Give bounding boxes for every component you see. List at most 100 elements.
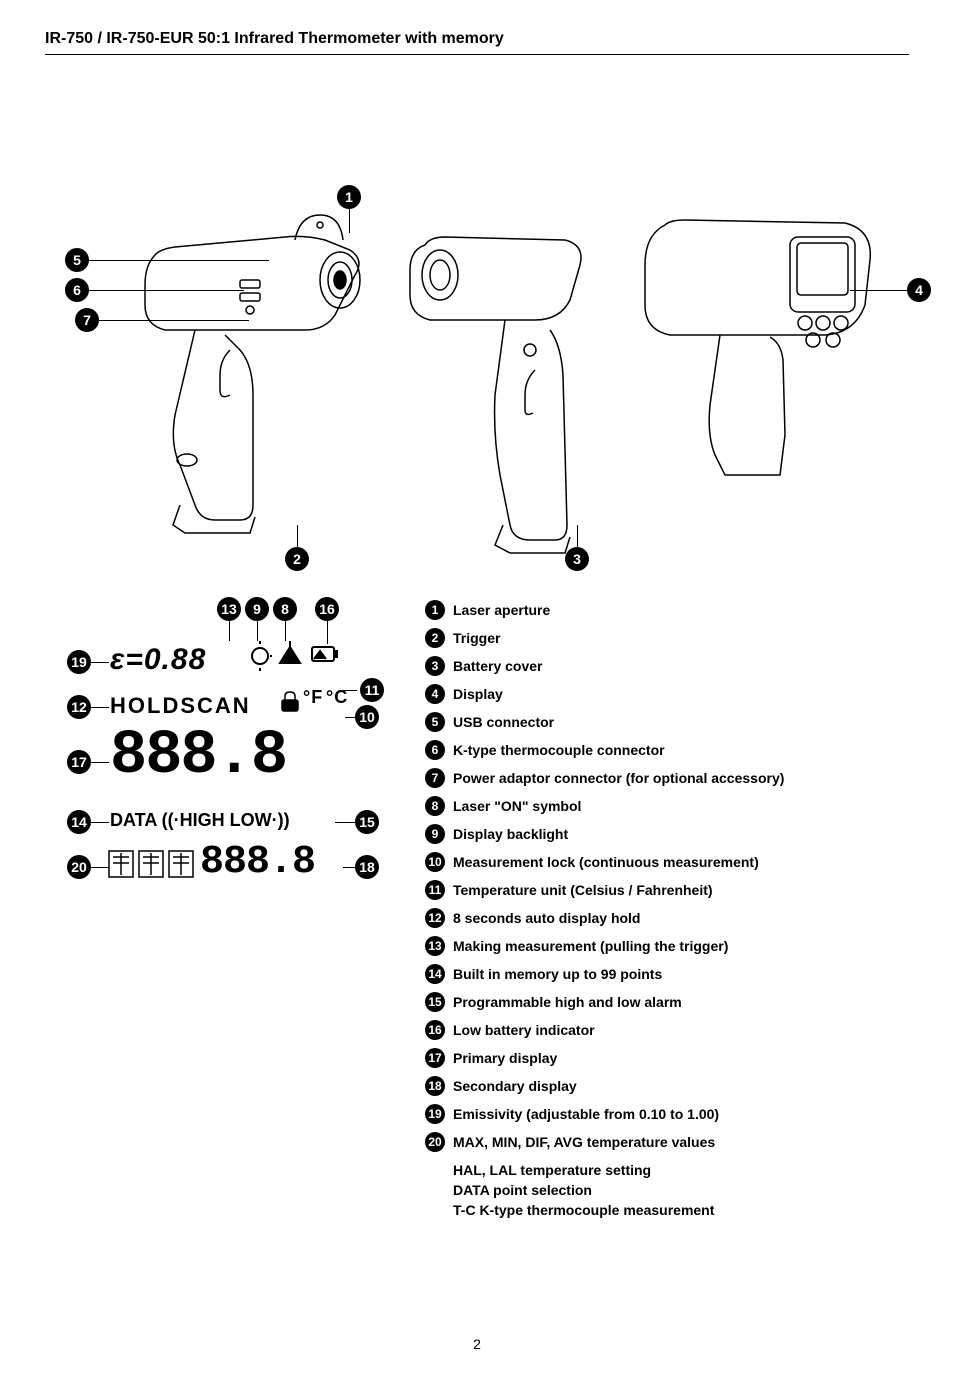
legend-badge: 19 <box>425 1104 445 1124</box>
lcd-callout-13: 13 <box>217 597 241 621</box>
device-side-view <box>125 165 375 565</box>
legend-badge: 12 <box>425 908 445 928</box>
legend-text: USB connector <box>453 712 554 732</box>
lock-icon <box>280 690 300 712</box>
device-rear-angle-view <box>395 195 595 555</box>
callout-line <box>99 320 249 321</box>
callout-line <box>297 525 298 549</box>
legend-text: Low battery indicator <box>453 1020 595 1040</box>
legend-text: Trigger <box>453 628 500 648</box>
legend-item: 13 Making measurement (pulling the trigge… <box>425 936 909 956</box>
callout-3: 3 <box>565 547 589 571</box>
legend-badge: 10 <box>425 852 445 872</box>
lcd-callout-9: 9 <box>245 597 269 621</box>
legend-text: Built in memory up to 99 points <box>453 964 662 984</box>
legend-text: Emissivity (adjustable from 0.10 to 1.00… <box>453 1104 719 1124</box>
legend-badge: 17 <box>425 1048 445 1068</box>
legend-text: Display <box>453 684 503 704</box>
legend-badge: 18 <box>425 1076 445 1096</box>
lcd-callout-14: 14 <box>67 810 91 834</box>
callout-line <box>91 662 109 663</box>
lcd-icons-row <box>250 641 345 681</box>
lcd-callout-16: 16 <box>315 597 339 621</box>
device-back-view <box>625 185 885 485</box>
legend-item: 16 Low battery indicator <box>425 1020 909 1040</box>
lcd-holdscan: HOLDSCAN <box>110 693 251 719</box>
legend-badge: 3 <box>425 656 445 676</box>
legend-item: 18 Secondary display <box>425 1076 909 1096</box>
legend-item: 14 Built in memory up to 99 points <box>425 964 909 984</box>
legend-text: Power adaptor connector (for optional ac… <box>453 768 784 788</box>
legend-badge: 7 <box>425 768 445 788</box>
legend-text: Display backlight <box>453 824 568 844</box>
lcd-callout-19: 19 <box>67 650 91 674</box>
legend-badge: 11 <box>425 880 445 900</box>
legend-text: K-type thermocouple connector <box>453 740 665 760</box>
legend-item: 12 8 seconds auto display hold <box>425 908 909 928</box>
legend-badge: 2 <box>425 628 445 648</box>
legend-text: Battery cover <box>453 656 543 676</box>
callout-6: 6 <box>65 278 89 302</box>
legend-item: 5 USB connector <box>425 712 909 732</box>
callout-line <box>229 619 230 641</box>
page-header: IR-750 / IR-750-EUR 50:1 Infrared Thermo… <box>45 30 909 55</box>
lcd-unit-f: °F <box>303 687 323 708</box>
legend-item: 20MAX, MIN, DIF, AVG temperature values <box>425 1132 909 1152</box>
legend-badge: 5 <box>425 712 445 732</box>
legend-text: Secondary display <box>453 1076 577 1096</box>
lcd-unit-c: °C <box>326 687 348 708</box>
callout-line <box>335 822 357 823</box>
legend-text: MAX, MIN, DIF, AVG temperature values <box>453 1132 715 1152</box>
callout-4: 4 <box>907 278 931 302</box>
legend-badge: 4 <box>425 684 445 704</box>
legend-text: Programmable high and low alarm <box>453 992 682 1012</box>
legend-item: 4 Display <box>425 684 909 704</box>
callout-7: 7 <box>75 308 99 332</box>
callout-1: 1 <box>337 185 361 209</box>
lcd-callout-18: 18 <box>355 855 379 879</box>
lcd-secondary-display: 888.8 <box>200 840 315 885</box>
bottom-section: ε=0.88 HOLDSCAN °F °C 888.8 <box>45 595 909 1220</box>
legend-item: 15 Programmable high and low alarm <box>425 992 909 1012</box>
callout-5: 5 <box>65 248 89 272</box>
legend-text: Making measurement (pulling the trigger) <box>453 936 728 956</box>
legend-text: Laser aperture <box>453 600 550 620</box>
lcd-callout-8: 8 <box>273 597 297 621</box>
legend-subtext: DATA point selection <box>453 1180 909 1200</box>
lcd-emissivity: ε=0.88 <box>110 643 206 677</box>
legend-item: 7 Power adaptor connector (for optional a… <box>425 768 909 788</box>
legend-subtext: T-C K-type thermocouple measurement <box>453 1200 909 1220</box>
lcd-mode-icons <box>107 843 197 883</box>
lcd-callout-11: 11 <box>360 678 384 702</box>
legend-item: 19 Emissivity (adjustable from 0.10 to 1.… <box>425 1104 909 1124</box>
legend-text: Laser "ON" symbol <box>453 796 581 816</box>
legend-badge: 14 <box>425 964 445 984</box>
header-title: IR-750 / IR-750-EUR 50:1 Infrared Thermo… <box>45 30 504 47</box>
legend-item: 6K-type thermocouple connector <box>425 740 909 760</box>
top-diagrams: 1 2 3 4 5 6 7 <box>45 105 909 535</box>
legend-item: 8Laser "ON" symbol <box>425 796 909 816</box>
legend-badge: 9 <box>425 824 445 844</box>
lcd-callout-15: 15 <box>355 810 379 834</box>
callout-line <box>257 619 258 641</box>
lcd-callout-12: 12 <box>67 695 91 719</box>
callout-line <box>89 290 244 291</box>
legend-badge: 1 <box>425 600 445 620</box>
callout-2: 2 <box>285 547 309 571</box>
legend-item: 10Measurement lock (continuous measureme… <box>425 852 909 872</box>
legend-item: 2 Trigger <box>425 628 909 648</box>
display-diagram: ε=0.88 HOLDSCAN °F °C 888.8 <box>55 595 385 905</box>
callout-line <box>285 619 286 641</box>
page-number: 2 <box>473 1336 481 1352</box>
legend-badge: 13 <box>425 936 445 956</box>
legend-badge: 15 <box>425 992 445 1012</box>
callout-line <box>89 260 269 261</box>
legend-text: Temperature unit (Celsius / Fahrenheit) <box>453 880 713 900</box>
legend-item: 9 Display backlight <box>425 824 909 844</box>
legend-badge: 16 <box>425 1020 445 1040</box>
legend-text: 8 seconds auto display hold <box>453 908 640 928</box>
lcd-data-high-low: DATA ((·HIGH LOW·)) <box>110 810 290 831</box>
callout-line <box>850 290 908 291</box>
legend-item: 11 Temperature unit (Celsius / Fahrenheit… <box>425 880 909 900</box>
callout-line <box>91 707 109 708</box>
